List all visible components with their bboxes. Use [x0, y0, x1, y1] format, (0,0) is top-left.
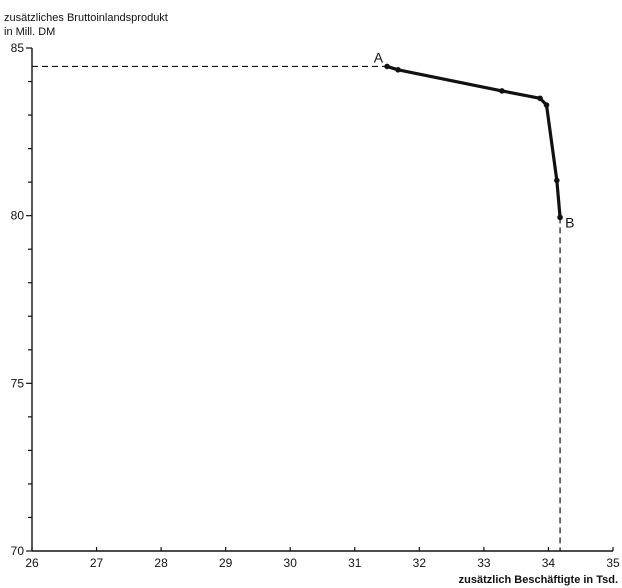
x-tick-label: 33	[477, 556, 491, 570]
y-tick-label: 70	[11, 544, 25, 558]
dashed-guides	[32, 65, 561, 551]
y-tick-label: 80	[11, 209, 25, 223]
y-axis-label-line-1: zusätzliches Bruttoinlandsprodukt	[4, 12, 168, 24]
data-point	[499, 88, 505, 94]
x-tick-label: 27	[90, 556, 104, 570]
x-axis-label: zusätzlich Beschäftigte in Tsd.	[459, 574, 618, 586]
x-tick-label: 35	[606, 556, 620, 570]
x-tick-label: 26	[25, 556, 39, 570]
y-tick-label: 85	[11, 41, 25, 55]
x-axis-ticks: 26 27 28 29 30 31 32 33 34 35	[25, 547, 620, 570]
y-axis-label-line-2: in Mill. DM	[4, 26, 55, 38]
data-point	[395, 66, 401, 73]
y-tick-label: 75	[11, 376, 25, 390]
data-point	[543, 102, 550, 108]
point-label-a: A	[374, 49, 384, 65]
y-axis-ticks: 70 75 80 85	[11, 41, 32, 558]
point-label-b: B	[565, 214, 574, 230]
data-point	[557, 214, 563, 221]
x-tick-label: 31	[348, 556, 362, 570]
x-tick-label: 28	[154, 556, 168, 570]
x-tick-label: 30	[284, 556, 298, 570]
data-point	[554, 177, 560, 184]
data-point	[384, 63, 390, 70]
x-tick-label: 34	[542, 556, 556, 570]
series-line	[385, 64, 562, 219]
x-tick-label: 32	[413, 556, 427, 570]
data-point	[537, 95, 543, 102]
series-group	[384, 63, 563, 221]
x-tick-label: 29	[219, 556, 233, 570]
point-labels: AB	[374, 49, 575, 230]
